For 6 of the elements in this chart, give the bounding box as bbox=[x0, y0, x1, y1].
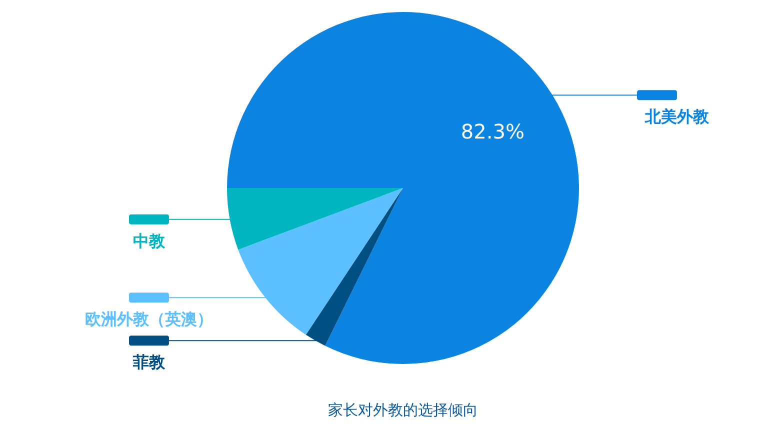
legend-label: 欧洲外教（英澳） bbox=[85, 310, 213, 329]
legend-label: 中教 bbox=[133, 231, 166, 250]
text: 家长对外教的选择倾向 bbox=[328, 401, 478, 419]
legend-label: 北美外教 bbox=[644, 107, 710, 126]
legend-label: 菲教 bbox=[132, 352, 166, 372]
data-label: 82.3% bbox=[460, 119, 524, 144]
